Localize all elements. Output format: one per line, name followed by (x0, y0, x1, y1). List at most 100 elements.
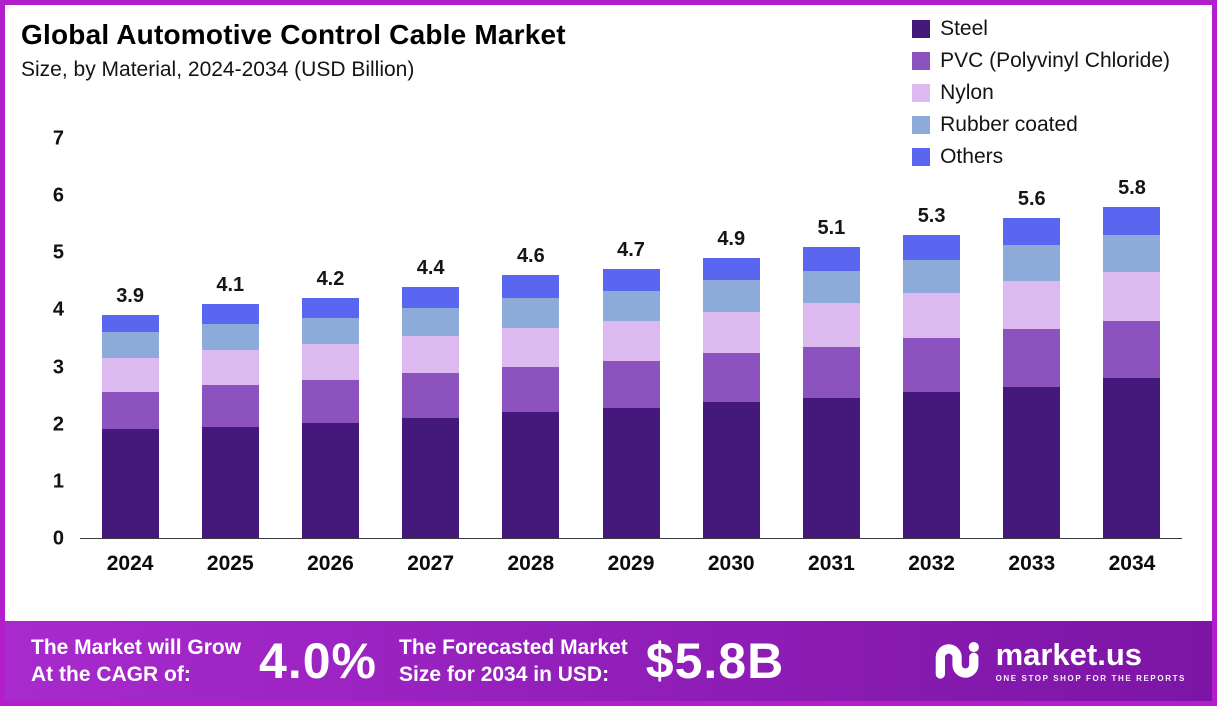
bar-segment (101, 392, 159, 430)
bar-segment (903, 338, 961, 393)
logo-tagline: ONE STOP SHOP FOR THE REPORTS (995, 674, 1186, 683)
plot: 3.9 4.1 4.2 4.4 4.6 4.7 4.9 5.1 5.3 5.6 5.8 (80, 139, 1182, 539)
bar-segment (502, 366, 560, 413)
legend-label: PVC (Polyvinyl Chloride) (940, 49, 1170, 72)
legend-item: Rubber coated (912, 113, 1170, 137)
bar-segment (702, 353, 760, 402)
bar-total-label: 5.1 (817, 216, 846, 239)
x-axis-labels: 2024 2025 2026 2027 2028 2029 2030 2031 2032 2033… (80, 552, 1182, 576)
x-tick-label: 2031 (808, 552, 855, 575)
stacked-bar (1003, 218, 1061, 538)
bar-column: 4.6 (481, 245, 581, 538)
x-tick-label: 2027 (407, 552, 455, 575)
bar-segment (602, 407, 660, 538)
legend-swatch (912, 116, 931, 134)
bar-segment (101, 358, 159, 393)
y-axis: 0 1 2 3 4 5 6 7 (25, 128, 80, 550)
bar-column: 4.2 (280, 268, 380, 538)
bar-total-label: 5.3 (917, 205, 946, 228)
stacked-bar (201, 303, 259, 538)
bar-column: 3.9 (80, 285, 180, 538)
legend-item: Others (912, 145, 1170, 169)
legend-swatch (912, 84, 931, 102)
stacked-bar (602, 269, 660, 538)
x-tick-label: 2028 (507, 552, 555, 575)
bar-column: 4.1 (180, 274, 280, 538)
bar-column: 4.7 (581, 239, 681, 538)
market-us-logo-icon (935, 641, 979, 679)
bar-segment (1003, 329, 1061, 387)
bar-segment (1003, 280, 1061, 330)
x-tick-label: 2026 (307, 552, 354, 575)
stacked-bar (1103, 206, 1161, 538)
bar-segment (1003, 218, 1061, 246)
bar-segment (1003, 245, 1061, 281)
legend-swatch (912, 52, 931, 70)
bar-column: 4.9 (681, 228, 781, 538)
forecast-label-line1: The Forecasted Market (399, 635, 628, 659)
bar-segment (402, 373, 460, 418)
bar-segment (802, 303, 860, 347)
bar-segment (1103, 272, 1161, 321)
market-us-logo: market.us ONE STOP SHOP FOR THE REPORTS (932, 639, 1186, 683)
legend-label: Rubber coated (940, 113, 1078, 136)
x-tick-label: 2030 (707, 552, 755, 575)
stacked-bar (702, 258, 760, 538)
bar-total-label: 4.6 (516, 245, 545, 268)
logo-name: market.us (995, 637, 1143, 672)
cagr-label-line1: The Market will Grow (31, 635, 242, 659)
x-tick-label: 2034 (1108, 552, 1156, 575)
x-tick-label: 2029 (607, 552, 655, 575)
bar-total-label: 4.2 (316, 268, 345, 291)
bar-segment (402, 336, 460, 374)
x-tick-label: 2032 (908, 552, 955, 575)
y-tick-label: 5 (52, 241, 64, 264)
bar-column: 5.6 (982, 188, 1082, 538)
y-tick-label: 7 (52, 127, 64, 150)
bar-column: 4.4 (381, 257, 481, 538)
cagr-label-line2: At the CAGR of: (31, 663, 191, 686)
stacked-bar (402, 286, 460, 538)
bar-total-label: 4.9 (717, 228, 746, 251)
bar-segment (502, 275, 560, 299)
bar-total-label: 5.6 (1017, 188, 1046, 211)
bar-segment (903, 235, 961, 260)
bar-segment (201, 323, 259, 351)
legend-item: Nylon (912, 81, 1170, 105)
bar-segment (301, 379, 359, 423)
bar-total-label: 4.1 (216, 273, 245, 296)
bar-segment (702, 258, 760, 281)
forecast-label: The Forecasted Market Size for 2034 in U… (399, 634, 628, 689)
x-tick-label: 2025 (206, 552, 254, 575)
bar-segment (903, 292, 961, 339)
chart-area: 0 1 2 3 4 5 6 7 3.9 4.1 4.2 4.4 4.6 4.7 4.9 5.1 5.3 5.6 5… (25, 128, 1182, 550)
y-tick-label: 1 (52, 470, 64, 493)
stacked-bar (802, 246, 860, 538)
bar-segment (602, 360, 660, 408)
x-tick-label: 2033 (1008, 552, 1056, 575)
bar-total-label: 3.9 (116, 285, 144, 308)
bar-segment (402, 418, 460, 538)
bar-segment (502, 327, 560, 367)
stacked-bar (903, 235, 961, 538)
stacked-bar (301, 298, 359, 538)
legend: Steel PVC (Polyvinyl Chloride) Nylon Rubber… (912, 17, 1170, 169)
footer-banner: The Market will Grow At the CAGR of: 4.0… (5, 621, 1212, 701)
y-tick-label: 0 (52, 527, 64, 550)
cagr-value: 4.0% (259, 633, 378, 689)
bar-segment (201, 303, 259, 324)
legend-label: Nylon (940, 81, 994, 104)
bar-segment (602, 291, 660, 321)
page-subtitle: Size, by Material, 2024-2034 (USD Billio… (21, 58, 415, 81)
cagr-label: The Market will Grow At the CAGR of: (31, 634, 241, 689)
y-tick-label: 6 (52, 184, 64, 207)
bar-segment (802, 398, 860, 538)
bar-segment (301, 318, 359, 344)
legend-label: Steel (940, 17, 988, 40)
bar-segment (802, 270, 860, 304)
y-tick-label: 4 (52, 298, 64, 321)
bar-segment (301, 422, 359, 538)
bar-segment (702, 402, 760, 538)
bar-segment (802, 246, 860, 271)
